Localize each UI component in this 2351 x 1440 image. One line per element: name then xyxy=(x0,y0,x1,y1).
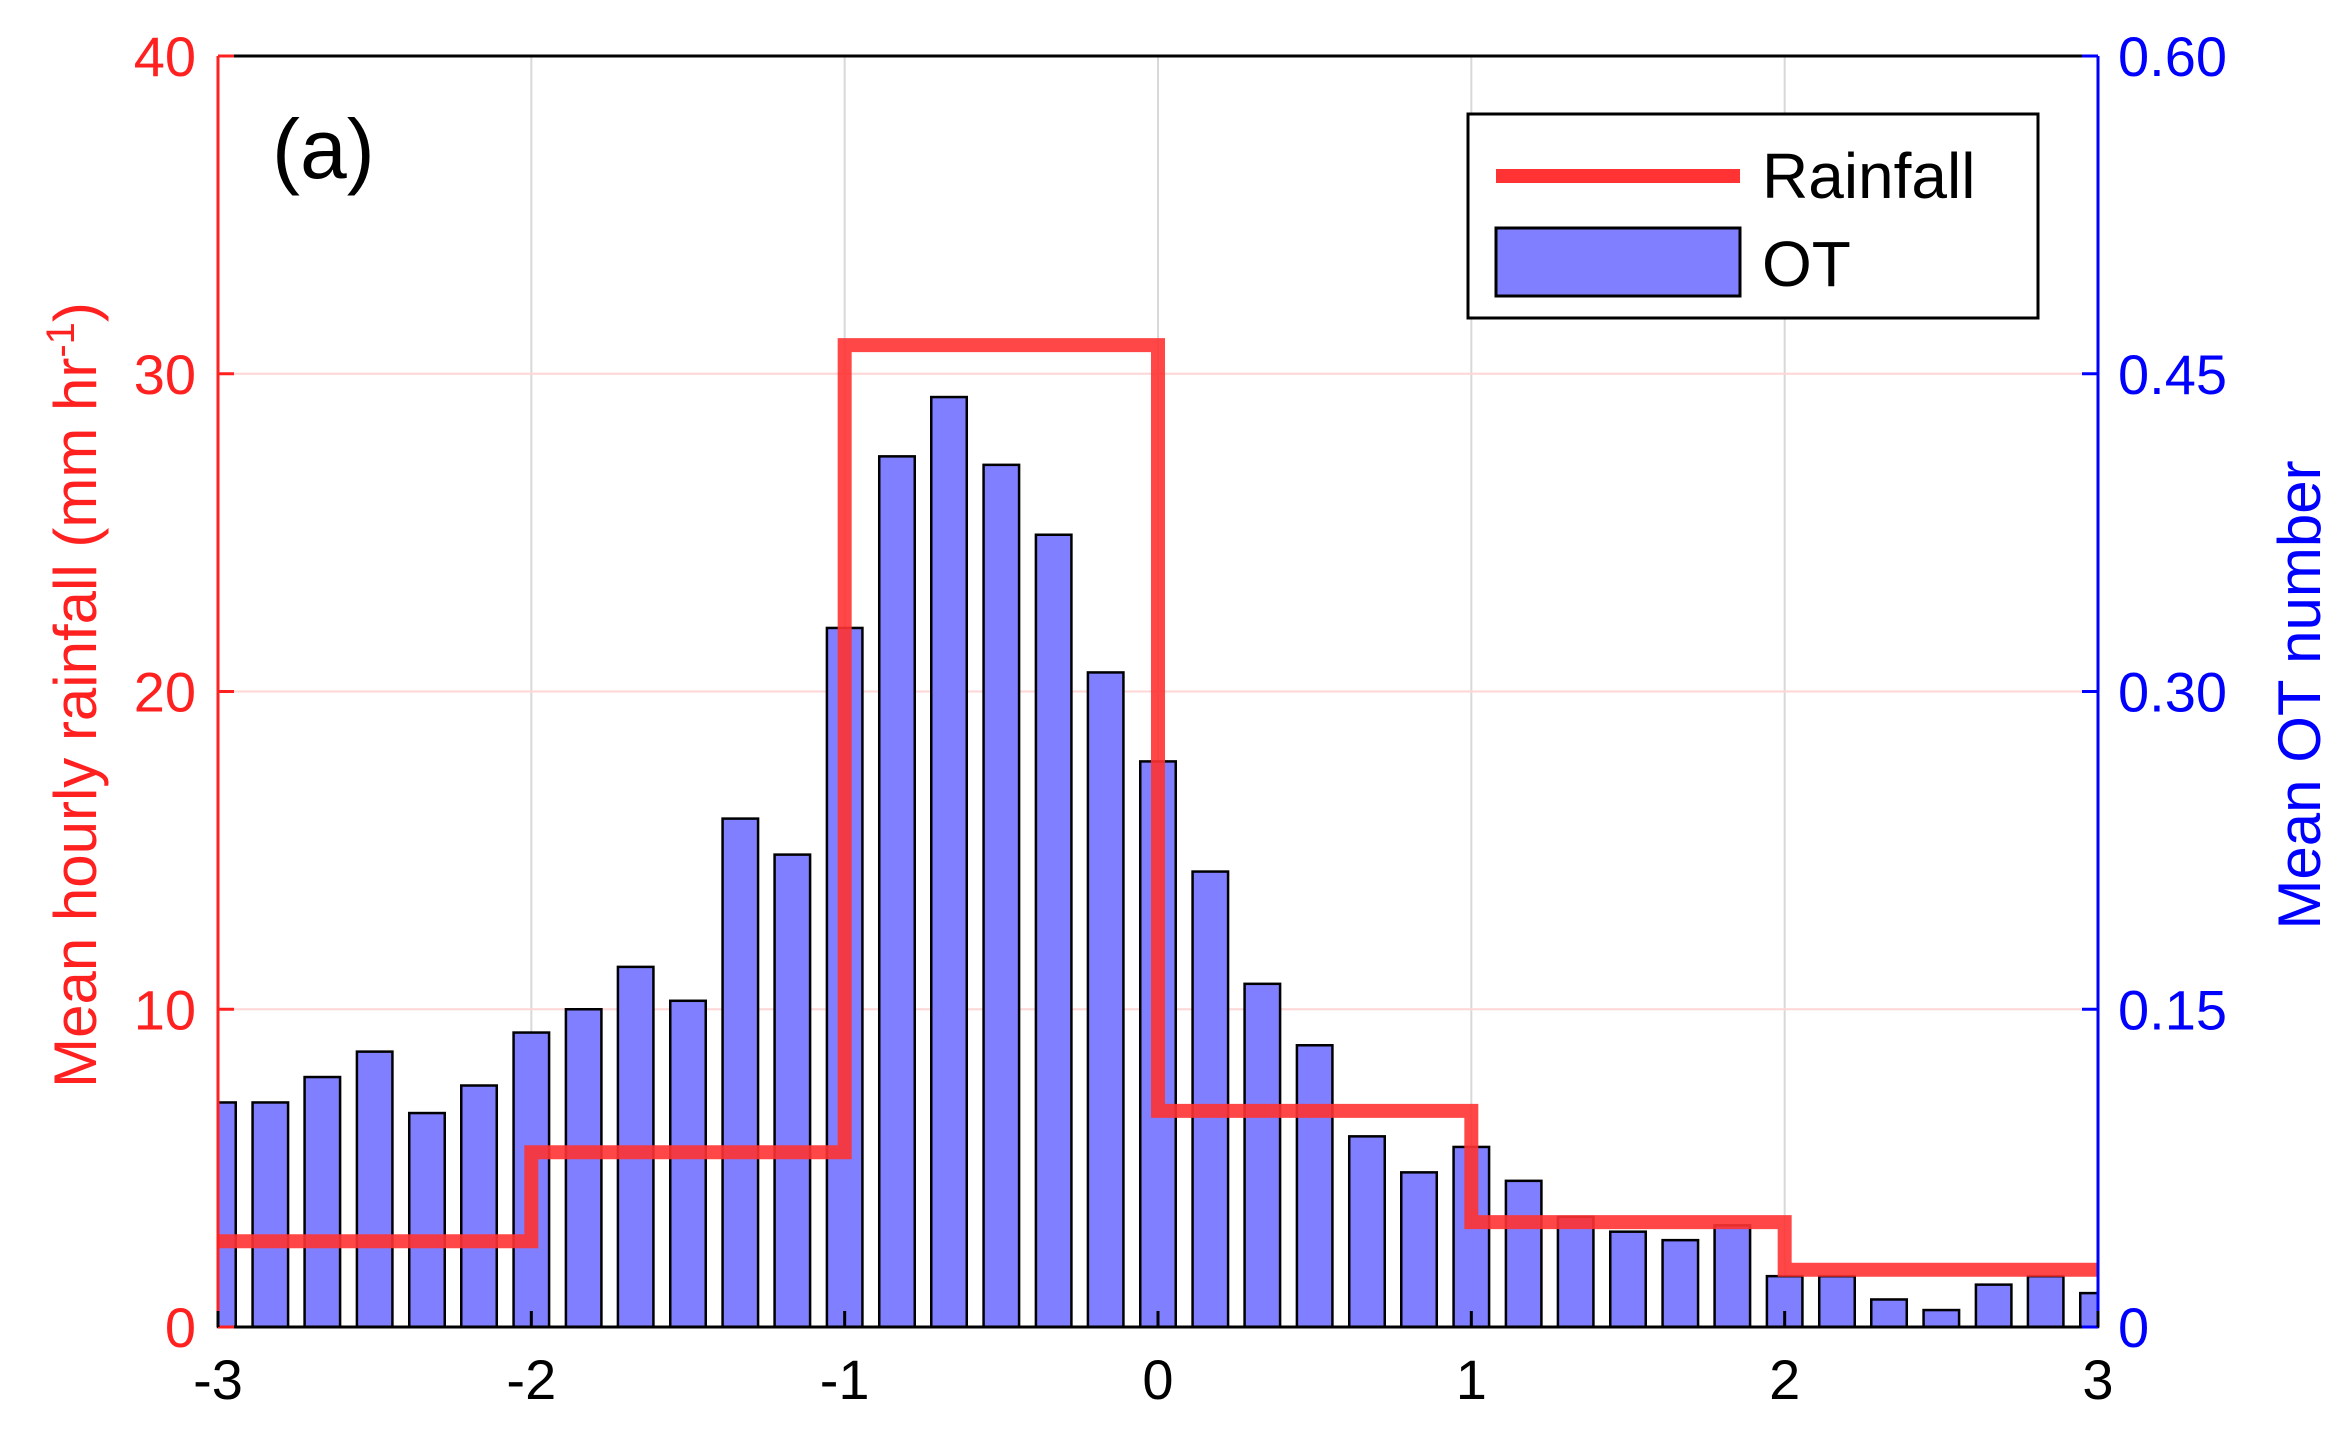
panel-label: (a) xyxy=(272,102,375,196)
ot-bar xyxy=(216,1101,238,1329)
y-tick-label-right: 0.15 xyxy=(2118,978,2227,1041)
y-tick-label-left: 0 xyxy=(165,1296,196,1359)
y-axis-label-right: Mean OT number xyxy=(2266,460,2333,929)
ot-bar xyxy=(2078,1291,2100,1329)
ot-bar xyxy=(1661,1238,1700,1329)
legend-rainfall-label: Rainfall xyxy=(1762,140,1975,212)
ot-bar xyxy=(1817,1274,1856,1329)
x-tick-label: 1 xyxy=(1456,1348,1487,1411)
x-tick-label: -2 xyxy=(506,1348,556,1411)
axes xyxy=(216,54,2100,1329)
rainfall-line-group xyxy=(218,338,2098,1277)
ot-bar xyxy=(564,1008,603,1329)
ot-bar xyxy=(251,1101,290,1329)
x-tick-label: 0 xyxy=(1142,1348,1173,1411)
ot-bar xyxy=(460,1084,499,1329)
ot-bar xyxy=(1347,1135,1386,1329)
ot-bar xyxy=(930,395,969,1329)
ot-bar xyxy=(2026,1274,2065,1329)
y-tick-label-right: 0.30 xyxy=(2118,661,2227,724)
ot-bar xyxy=(1034,533,1073,1329)
y-tick-label-left: 20 xyxy=(134,661,196,724)
ot-bar xyxy=(877,455,916,1329)
legend-ot-swatch xyxy=(1494,226,1742,298)
ot-bar xyxy=(1191,870,1230,1329)
legend-ot-label: OT xyxy=(1762,228,1851,300)
rainfall-line xyxy=(218,338,2098,1277)
ot-bar xyxy=(303,1075,342,1329)
ot-bar xyxy=(668,999,708,1329)
x-tick-label: 3 xyxy=(2082,1348,2113,1411)
ot-bar xyxy=(721,817,760,1329)
ot-bar xyxy=(1295,1044,1334,1329)
ot-bar xyxy=(1400,1171,1439,1329)
ot-bar xyxy=(1608,1230,1648,1329)
y-tick-label-left: 40 xyxy=(134,25,196,88)
ot-bar xyxy=(773,853,812,1329)
ot-bars xyxy=(216,395,2100,1329)
y-tick-label-left: 10 xyxy=(134,978,196,1041)
y-tick-label-right: 0.45 xyxy=(2118,343,2227,406)
x-tick-label: -1 xyxy=(820,1348,870,1411)
legend: Rainfall OT xyxy=(1466,112,2040,320)
ot-bar xyxy=(982,463,1021,1329)
ot-bar xyxy=(355,1050,394,1329)
ot-bar xyxy=(407,1111,446,1329)
ot-bar xyxy=(1504,1179,1543,1329)
y-tick-label-right: 0 xyxy=(2118,1296,2149,1359)
x-tick-label: -3 xyxy=(193,1348,243,1411)
x-tick-label: 2 xyxy=(1769,1348,1800,1411)
ot-bar xyxy=(1086,671,1125,1329)
y-axis-label-left: Mean hourly rainfall (mm hr-1) xyxy=(39,302,109,1088)
tick-labels: 0 10 20 30 40 0 0.15 0.30 0.45 0.60 -3 -2 -1 0 1 2 3 xyxy=(134,25,2227,1411)
ot-bar xyxy=(1974,1283,2013,1329)
ot-bar xyxy=(1713,1224,1752,1329)
ot-bar xyxy=(1870,1298,1909,1329)
y-tick-label-right: 0.60 xyxy=(2118,25,2227,88)
ot-bar xyxy=(1556,1215,1595,1329)
ot-bar xyxy=(1922,1308,1961,1329)
y-tick-label-left: 30 xyxy=(134,343,196,406)
ot-bar xyxy=(1243,982,1282,1329)
